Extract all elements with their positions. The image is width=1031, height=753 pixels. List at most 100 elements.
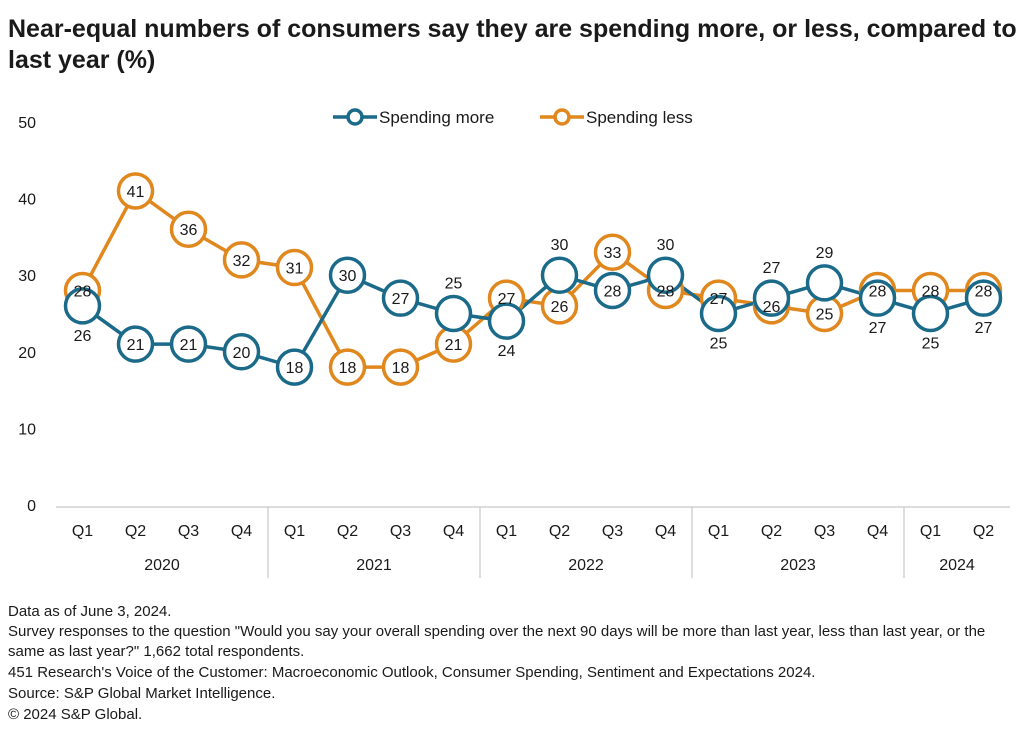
x-group-label: 2023	[780, 557, 816, 574]
data-label-spending-more: 18	[286, 360, 304, 377]
x-group-label: 2021	[356, 557, 392, 574]
data-label-spending-less: 27	[710, 291, 728, 308]
x-tick-label: Q2	[973, 523, 994, 540]
legend-label: Spending less	[586, 108, 693, 127]
marker-spending-more	[646, 256, 685, 294]
marker-spending-more	[222, 333, 261, 371]
data-label-spending-less: 28	[74, 284, 92, 301]
line-chart: 0 10 20 30 40 50 Q1 Q2 Q3 Q4 Q1 Q2 Q3 Q4 Q1 Q2 Q3 Q4 Q1 Q2 Q…	[18, 108, 1010, 578]
x-tick-label: Q3	[178, 523, 199, 540]
data-label-spending-more: 25	[445, 276, 463, 293]
data-label-spending-more: 21	[127, 337, 145, 354]
data-label-spending-less: 18	[392, 360, 410, 377]
data-label-spending-less: 32	[233, 253, 251, 270]
data-label-spending-more: 27	[392, 291, 410, 308]
data-label-spending-more: 27	[763, 260, 781, 277]
data-label-spending-less: 27	[498, 291, 516, 308]
data-label-spending-less: 28	[869, 284, 887, 301]
chart-title: Near-equal numbers of consumers say they…	[8, 15, 1017, 74]
marker-spending-less	[116, 172, 155, 210]
data-label-spending-more: 25	[710, 336, 728, 353]
data-label-spending-more: 29	[816, 245, 834, 262]
x-group-label: 2024	[939, 557, 975, 574]
data-label-spending-more: 26	[74, 328, 92, 345]
marker-spending-less	[381, 348, 420, 386]
data-label-spending-more: 21	[180, 337, 198, 354]
y-tick-label: 50	[18, 115, 36, 132]
marker-spending-less	[169, 210, 208, 248]
marker-spending-more	[328, 256, 367, 294]
legend-marker	[346, 108, 364, 126]
x-tick-label: Q4	[443, 523, 464, 540]
x-tick-label: Q1	[920, 523, 941, 540]
marker-spending-less	[275, 248, 314, 287]
data-label-spending-more: 30	[657, 237, 675, 254]
marker-spending-more	[911, 294, 950, 333]
data-label-spending-more: 28	[604, 284, 622, 301]
data-label-spending-more: 30	[551, 237, 569, 254]
data-label-spending-more: 20	[233, 345, 251, 362]
data-label-spending-more: 30	[339, 268, 357, 285]
marker-spending-more	[63, 287, 102, 325]
x-tick-label: Q1	[708, 523, 729, 540]
marker-spending-more	[858, 279, 897, 317]
y-tick-label: 20	[18, 345, 36, 362]
series-line-spending-more	[81, 273, 984, 369]
data-label-spending-less: 41	[127, 184, 145, 201]
data-label-spending-more: 27	[975, 320, 993, 337]
data-label-spending-more: 24	[498, 343, 516, 360]
x-group-label: 2022	[568, 557, 604, 574]
note-publication: 451 Research's Voice of the Customer: Ma…	[8, 664, 816, 681]
note-survey: Survey responses to the question "Would …	[8, 623, 986, 660]
x-tick-label: Q2	[125, 523, 146, 540]
marker-spending-less	[222, 241, 261, 279]
marker-spending-more	[116, 325, 155, 363]
marker-spending-more	[381, 279, 420, 317]
note-copyright: © 2024 S&P Global.	[8, 706, 143, 723]
data-label-spending-less: 18	[339, 360, 357, 377]
marker-spending-more	[540, 256, 579, 294]
x-group-label: 2020	[144, 557, 180, 574]
data-label-spending-less: 31	[286, 261, 304, 278]
legend-marker	[553, 108, 571, 126]
marker-spending-more	[487, 302, 526, 340]
marker-spending-more	[805, 264, 844, 302]
marker-spending-more	[752, 279, 791, 317]
x-tick-label: Q3	[814, 523, 835, 540]
data-label-spending-less: 26	[763, 299, 781, 316]
data-label-spending-more: 25	[922, 336, 940, 353]
marker-spending-more	[593, 271, 632, 310]
y-tick-label: 40	[18, 192, 36, 209]
legend-label: Spending more	[379, 108, 494, 127]
marker-spending-more	[275, 348, 314, 386]
y-tick-label: 0	[27, 498, 36, 515]
x-tick-label: Q3	[602, 523, 623, 540]
data-label-spending-less: 33	[604, 245, 622, 262]
x-tick-label: Q3	[390, 523, 411, 540]
x-tick-label: Q4	[655, 523, 676, 540]
x-tick-label: Q2	[337, 523, 358, 540]
note-source: Source: S&P Global Market Intelligence.	[8, 685, 276, 702]
data-label-spending-less: 28	[657, 284, 675, 301]
x-tick-label: Q1	[72, 523, 93, 540]
y-tick-label: 10	[18, 421, 36, 438]
marker-spending-less	[328, 348, 367, 386]
x-tick-label: Q2	[761, 523, 782, 540]
y-tick-label: 30	[18, 268, 36, 285]
note-data-as-of: Data as of June 3, 2024.	[8, 603, 172, 620]
data-label-spending-less: 21	[445, 337, 463, 354]
data-label-spending-less: 25	[816, 307, 834, 324]
marker-spending-more	[964, 279, 1003, 317]
x-tick-label: Q4	[231, 523, 252, 540]
data-label-spending-more: 27	[869, 320, 887, 337]
data-label-spending-less: 26	[551, 299, 569, 316]
data-label-spending-less: 28	[975, 284, 993, 301]
x-tick-label: Q1	[284, 523, 305, 540]
marker-spending-more	[169, 325, 208, 363]
x-tick-label: Q2	[549, 523, 570, 540]
data-label-spending-less: 28	[922, 284, 940, 301]
x-tick-label: Q1	[496, 523, 517, 540]
marker-spending-less	[593, 233, 632, 271]
marker-spending-more	[699, 294, 738, 333]
marker-spending-more	[434, 294, 473, 333]
